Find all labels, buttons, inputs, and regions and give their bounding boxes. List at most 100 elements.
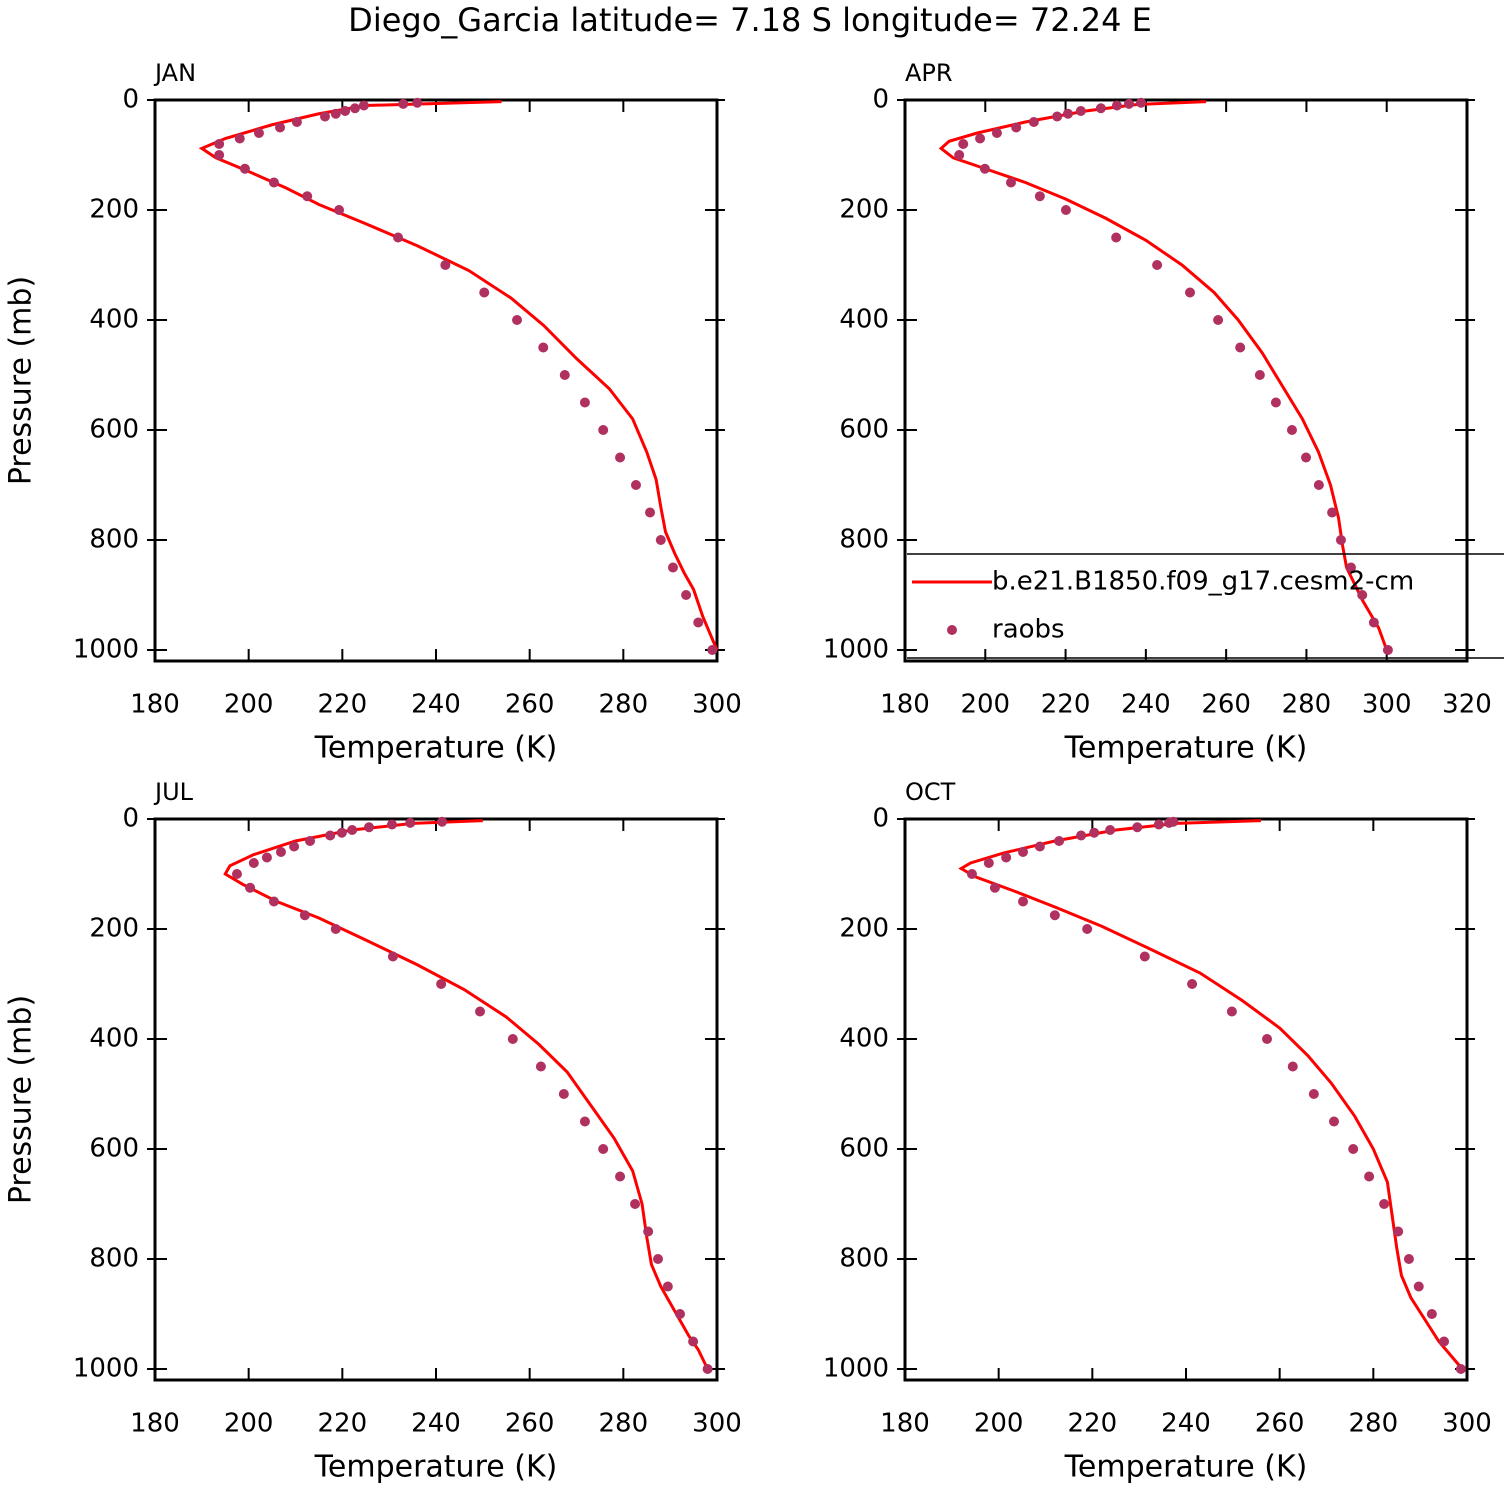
figure-title: Diego_Garcia latitude= 7.18 S longitude=… — [348, 1, 1152, 39]
obs-point — [330, 924, 341, 934]
y-tick-label: 800 — [89, 1244, 139, 1274]
obs-point — [289, 841, 300, 852]
y-tick-label: 1000 — [823, 635, 889, 665]
obs-point — [615, 1171, 626, 1182]
y-tick-label: 1000 — [73, 635, 139, 665]
x-tick-label: 300 — [1442, 1409, 1492, 1439]
obs-point — [983, 858, 994, 868]
x-tick-label: 180 — [130, 690, 180, 720]
x-tick-label: 220 — [1041, 690, 1091, 720]
obs-point — [598, 1144, 609, 1154]
plot-frame — [153, 98, 719, 663]
obs-point — [1076, 830, 1087, 841]
obs-point — [436, 979, 447, 989]
obs-point — [248, 858, 259, 868]
model-line — [223, 819, 709, 1370]
obs-point — [1270, 397, 1281, 408]
y-tick-label: 0 — [872, 85, 889, 115]
obs-point — [245, 882, 256, 893]
y-tick-label: 200 — [839, 195, 889, 225]
obs-point — [1105, 825, 1116, 835]
panel-title: JAN — [153, 59, 196, 87]
obs-point — [1139, 951, 1150, 962]
obs-point — [1034, 841, 1045, 852]
x-tick-label: 280 — [599, 690, 649, 720]
obs-point — [1060, 205, 1071, 215]
y-tick-label: 400 — [89, 305, 139, 335]
obs-point — [1054, 836, 1065, 846]
y-tick-label: 0 — [122, 804, 139, 834]
obs-point — [507, 1034, 518, 1044]
obs-point — [1111, 232, 1122, 243]
obs-point — [1364, 1171, 1375, 1182]
obs-point — [1018, 896, 1029, 907]
obs-point — [693, 617, 704, 628]
x-axis-label: Temperature (K) — [314, 731, 558, 766]
obs-point — [598, 425, 609, 435]
obs-point — [305, 836, 316, 846]
x-tick-label: 180 — [880, 690, 930, 720]
obs-point — [336, 827, 347, 838]
model-line — [938, 100, 1389, 651]
legend-label: raobs — [992, 615, 1065, 645]
obs-point — [966, 869, 977, 879]
obs-point — [1455, 1364, 1466, 1374]
obs-point — [579, 397, 590, 408]
x-tick-label: 200 — [224, 1409, 274, 1439]
obs-point — [364, 822, 375, 833]
obs-point — [1034, 191, 1045, 202]
obs-point — [479, 287, 490, 298]
x-tick-label: 240 — [411, 1409, 461, 1439]
obs-point — [1357, 590, 1368, 600]
obs-point — [643, 1226, 654, 1237]
obs-point — [1368, 617, 1379, 628]
x-tick-label: 200 — [974, 1409, 1024, 1439]
obs-point — [991, 128, 1002, 138]
y-axis-label: Pressure (mb) — [4, 276, 39, 485]
obs-point — [1153, 819, 1164, 830]
obs-point — [630, 480, 641, 490]
obs-point — [330, 108, 341, 119]
obs-point — [405, 817, 416, 828]
obs-point — [1062, 108, 1073, 119]
obs-point — [302, 191, 313, 202]
panel-title: JUL — [153, 778, 194, 806]
obs-point — [688, 1336, 699, 1347]
obs-point — [1136, 97, 1147, 108]
obs-point — [334, 205, 345, 215]
obs-point — [1185, 287, 1196, 298]
obs-point — [1082, 924, 1093, 934]
obs-point — [387, 951, 398, 962]
obs-point — [989, 882, 1000, 893]
y-tick-label: 200 — [839, 914, 889, 944]
obs-point — [979, 163, 990, 174]
obs-point — [675, 1309, 686, 1319]
obs-point — [681, 590, 692, 600]
obs-point — [275, 847, 286, 857]
x-tick-label: 260 — [505, 1409, 555, 1439]
obs-point — [386, 819, 397, 830]
obs-point — [291, 117, 302, 127]
y-tick-label: 400 — [839, 1024, 889, 1054]
plot-frame — [903, 98, 1469, 663]
panel-title: OCT — [905, 778, 956, 806]
obs-point — [239, 163, 250, 174]
x-tick-label: 200 — [224, 690, 274, 720]
obs-point — [652, 1254, 663, 1264]
obs-point — [1379, 1199, 1390, 1209]
plot-frame — [903, 817, 1469, 1382]
x-axis-label: Temperature (K) — [1064, 731, 1308, 766]
obs-point — [214, 150, 225, 160]
obs-point — [558, 1089, 569, 1099]
obs-point — [1348, 1144, 1359, 1154]
y-tick-label: 800 — [839, 525, 889, 555]
obs-point — [667, 562, 678, 573]
obs-point — [1011, 122, 1022, 133]
x-tick-label: 280 — [599, 1409, 649, 1439]
obs-point — [954, 150, 965, 160]
x-tick-label: 240 — [1121, 690, 1171, 720]
obs-point — [275, 122, 286, 133]
obs-point — [398, 98, 409, 109]
y-tick-label: 0 — [872, 804, 889, 834]
